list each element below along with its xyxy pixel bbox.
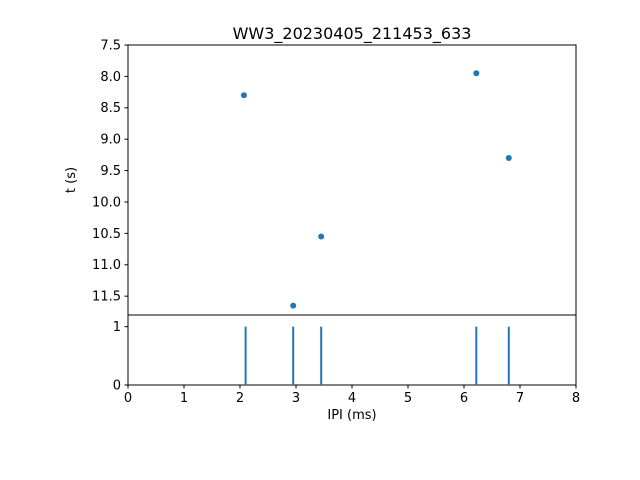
svg-text:9.0: 9.0 [100, 133, 121, 148]
chart-title: WW3_20230405_211453_633 [232, 24, 472, 43]
svg-text:10.5: 10.5 [92, 227, 121, 242]
svg-text:0: 0 [124, 391, 132, 406]
svg-text:7.5: 7.5 [100, 38, 121, 53]
svg-text:1: 1 [180, 391, 188, 406]
svg-text:11.0: 11.0 [92, 258, 121, 273]
y-axis-label: t (s) [64, 166, 79, 194]
svg-text:8.5: 8.5 [100, 101, 121, 116]
svg-text:4: 4 [348, 391, 356, 406]
svg-text:10.0: 10.0 [92, 195, 121, 210]
svg-text:2: 2 [236, 391, 244, 406]
svg-text:6: 6 [460, 391, 468, 406]
svg-text:1: 1 [113, 320, 121, 335]
svg-text:5: 5 [404, 391, 412, 406]
svg-text:8: 8 [572, 391, 580, 406]
svg-text:9.5: 9.5 [100, 164, 121, 179]
x-axis-label: IPI (ms) [327, 408, 377, 423]
svg-text:7: 7 [516, 391, 524, 406]
svg-text:8.0: 8.0 [100, 70, 121, 85]
svg-text:11.5: 11.5 [92, 290, 121, 305]
svg-text:0: 0 [113, 378, 121, 393]
svg-text:3: 3 [292, 391, 300, 406]
